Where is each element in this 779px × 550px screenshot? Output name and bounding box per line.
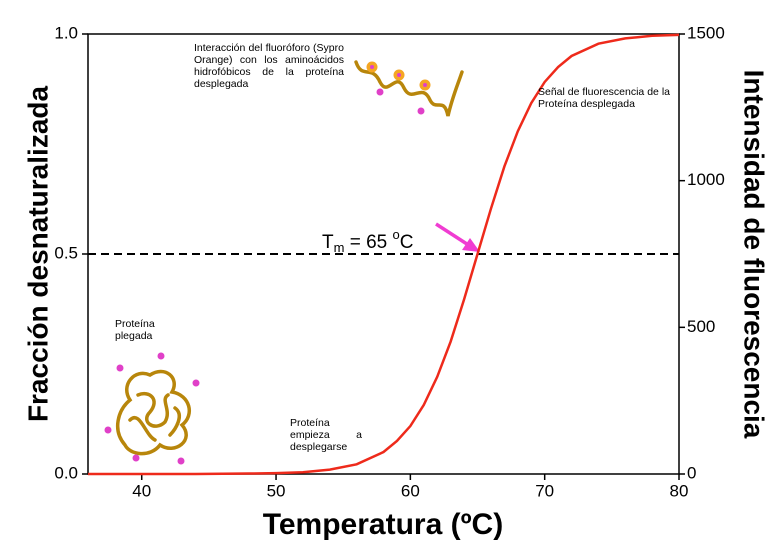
annotation: Proteína empieza a desplegarse — [290, 417, 362, 453]
annotation: Proteína plegada — [115, 318, 155, 342]
free-dye — [104, 352, 200, 465]
tm-label-part: T — [322, 232, 334, 253]
annotation: Interacción del fluoróforo (Sypro Orange… — [194, 42, 344, 90]
x-axis-title: Temperatura (ºC) — [263, 508, 503, 541]
dye — [366, 61, 431, 115]
y-tick-label: 1.0 — [54, 23, 78, 42]
tm-label-part: = 65 — [344, 232, 392, 253]
y2-tick-label: 1000 — [687, 170, 725, 189]
y2-tick-label: 0 — [687, 463, 696, 482]
tm-arrow — [435, 222, 480, 252]
x-tick-label: 40 — [132, 481, 151, 500]
tm-label: Tm = 65 oC — [322, 227, 414, 255]
annotation: Señal de fluorescencia de la Proteína de… — [538, 86, 670, 110]
y-tick-label: 0.0 — [54, 463, 78, 482]
y-axis-title: Fracción desnaturalizada — [22, 86, 53, 423]
x-tick-label: 60 — [401, 481, 420, 500]
x-tick-label: 50 — [267, 481, 286, 500]
tm-label-part: m — [334, 240, 345, 255]
x-tick-label: 80 — [670, 481, 689, 500]
y2-tick-label: 500 — [687, 317, 715, 336]
curve — [88, 33, 680, 476]
tm-label-part: o — [393, 227, 400, 242]
y2-tick-label: 1500 — [687, 23, 725, 42]
y-tick-label: 0.5 — [54, 243, 78, 262]
tm-label-part: C — [400, 232, 414, 253]
unfolded-protein — [354, 60, 464, 117]
y2-axis-title: Intensidad de fluorescencia — [739, 70, 770, 439]
x-tick-label: 70 — [535, 481, 554, 500]
folded-protein — [115, 369, 192, 456]
